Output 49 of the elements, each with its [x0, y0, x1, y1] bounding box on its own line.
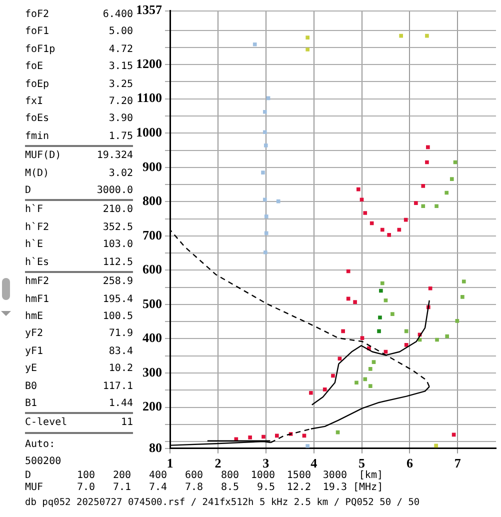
y-tick-label: 1000 [136, 124, 162, 140]
text: hmF1 195.4 [25, 294, 133, 304]
x-tick-label: 2 [214, 456, 222, 471]
y-tick-label: 300 [142, 364, 162, 380]
text: yF1 83.4 [25, 346, 133, 357]
y-tick-label: 800 [142, 193, 162, 208]
text: Auto: [25, 438, 56, 452]
text: M(D) 3.02 [25, 168, 133, 179]
y-tick-label: 400 [142, 330, 162, 346]
text: fmin 1.75 [25, 130, 133, 142]
text: MUF 7.0 7.1 7.4 7.8 8.5 9.5 12.2 19.3 [MHz] [25, 482, 384, 493]
text: db pq052 20250727 074500.rsf / 241fx512h 5 kHz 2.5 km / PQ052 50 / 50 [25, 497, 420, 509]
text: yF2 71.9 [25, 328, 133, 340]
text: foEp 3.25 [25, 78, 133, 90]
x-tick-label: 3 [262, 456, 270, 471]
x-tick-label: 1 [166, 456, 174, 471]
text: MUF(D) 19.324 [25, 150, 133, 162]
text: B0 117.1 [25, 380, 133, 392]
text: foE 3.15 [25, 61, 133, 72]
y-tick-label: 1357 [136, 2, 162, 18]
text: yE 10.2 [25, 363, 133, 374]
text: hmE 100.5 [25, 310, 133, 322]
y-tick-label: 600 [142, 262, 162, 277]
y-tick-label: 700 [142, 227, 162, 242]
y-tick-label: 1200 [136, 56, 162, 71]
text: B1 1.44 [25, 398, 133, 409]
text: h`F 210.0 [25, 204, 133, 216]
text: foEs 3.90 [25, 113, 133, 124]
x-tick-label: 4 [310, 456, 318, 471]
text: C-level 11 [25, 417, 133, 428]
x-tick-label: 5 [358, 456, 366, 471]
text: foF2 6.400 [25, 9, 133, 20]
y-tick-label: 900 [142, 158, 162, 174]
text: fxI 7.20 [25, 96, 133, 108]
text: foF1p 4.72 [25, 44, 133, 55]
text: foF1 5.00 [25, 26, 133, 38]
y-tick-label: 1100 [136, 90, 162, 106]
text: h`E 103.0 [25, 239, 133, 250]
y-tick-label: 500 [142, 296, 162, 311]
text: h`F2 352.5 [25, 222, 133, 233]
x-tick-label: 7 [454, 456, 462, 471]
x-tick-label: 6 [406, 456, 414, 471]
text: D 100 200 400 600 800 1000 1500 3000 [km] [25, 470, 383, 481]
text: hmF2 258.9 [25, 276, 133, 288]
y-tick-label: 200 [142, 398, 162, 414]
text: 500200 [25, 455, 62, 470]
y-tick-label: 80 [149, 440, 162, 455]
text: D 3000.0 [25, 185, 133, 196]
text: h`Es 112.5 [25, 256, 133, 268]
